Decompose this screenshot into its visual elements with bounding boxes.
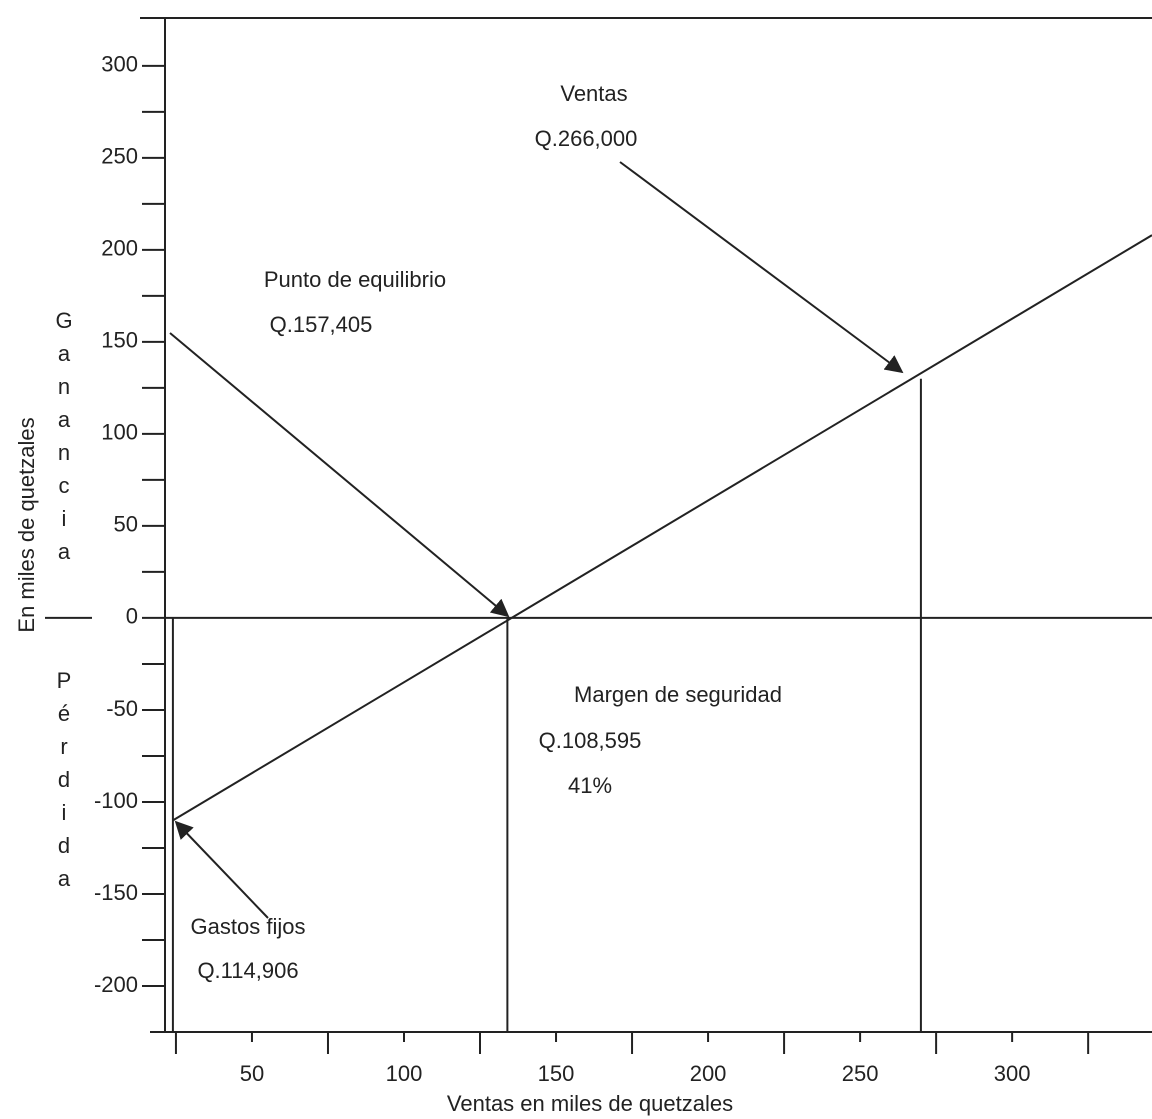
annotation-arrow [619,161,904,374]
y-tick-label: 0 [126,604,138,629]
y-tick-label: 250 [101,144,138,169]
y-tick-label: 150 [101,328,138,353]
y-axis-letter: a [58,866,71,891]
annotation-arrow [169,332,510,618]
annotation: Margen de seguridad [574,682,782,707]
x-tick-label: 200 [690,1061,727,1086]
x-tick-label: 150 [538,1061,575,1086]
y-tick-label: -150 [94,880,138,905]
y-tick-label: -100 [94,788,138,813]
x-tick-label: 300 [994,1061,1031,1086]
x-axis-label: Ventas en miles de quetzales [447,1091,733,1116]
annotation: Q.108,595 [539,728,642,753]
y-tick-label: 200 [101,236,138,261]
annotation: Q.157,405 [270,312,373,337]
annotation: Gastos fijos [191,914,306,939]
y-axis-letter: c [59,473,70,498]
y-tick-label: 50 [114,512,138,537]
annotation: Punto de equilibrio [264,267,446,292]
x-tick-label: 250 [842,1061,879,1086]
line-series [172,234,1152,822]
annotation: Q.266,000 [535,126,638,151]
y-axis-letter: d [58,767,70,792]
y-axis-letter: a [58,407,71,432]
y-axis-letter: a [58,341,71,366]
y-axis-letter: é [58,701,70,726]
y-axis-label: En miles de quetzales [14,417,39,632]
annotation: 41% [568,773,612,798]
y-axis-letter: n [58,374,70,399]
y-axis-letter: a [58,539,71,564]
y-axis-letter: i [62,506,67,531]
y-axis-letter: P [57,668,72,693]
y-tick-label: -200 [94,972,138,997]
y-axis-letter: i [62,800,67,825]
y-tick-label: 300 [101,52,138,77]
annotation: Q.114,906 [197,958,298,983]
y-axis-letter: G [55,308,72,333]
y-axis-letter: n [58,440,70,465]
annotation-arrow [174,820,269,919]
x-tick-label: 100 [386,1061,423,1086]
y-axis-letter: r [60,734,67,759]
annotation: Ventas [560,81,627,106]
y-axis-letter: d [58,833,70,858]
y-tick-label: -50 [106,696,138,721]
x-tick-label: 50 [240,1061,264,1086]
y-tick-label: 100 [101,420,138,445]
